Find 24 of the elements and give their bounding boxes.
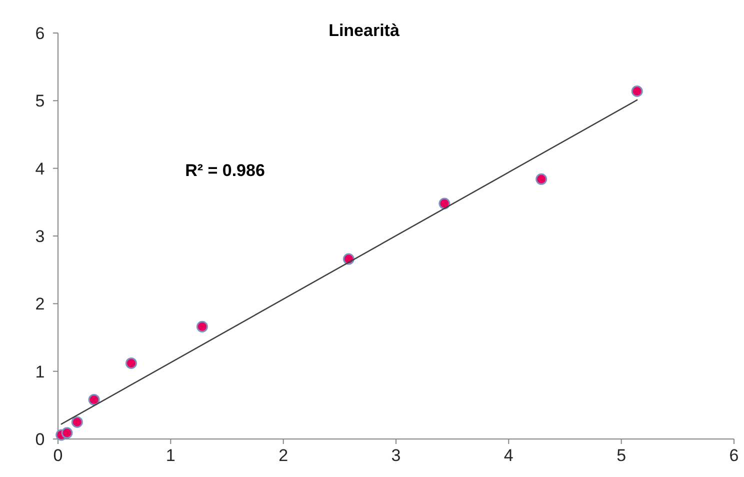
y-tick-label: 1 bbox=[35, 362, 45, 382]
y-tick-label: 3 bbox=[35, 226, 45, 246]
point bbox=[536, 173, 548, 185]
y-tick-label: 6 bbox=[35, 24, 45, 43]
point bbox=[88, 394, 100, 406]
annotation: R² = 0.986 bbox=[185, 160, 265, 180]
chart-title: Linearità bbox=[328, 21, 400, 40]
point bbox=[71, 416, 83, 428]
point bbox=[438, 198, 450, 210]
point bbox=[61, 427, 73, 439]
point bbox=[125, 357, 137, 369]
x-tick-label: 5 bbox=[616, 446, 626, 465]
x-tick-label: 0 bbox=[53, 446, 63, 465]
x-tick-label: 4 bbox=[504, 446, 514, 465]
point bbox=[631, 85, 643, 97]
x-tick-label: 1 bbox=[166, 446, 176, 465]
y-tick-label: 0 bbox=[35, 430, 45, 449]
x-tick-label: 2 bbox=[278, 446, 288, 465]
y-tick-label: 5 bbox=[35, 92, 45, 111]
x-tick-label: 3 bbox=[391, 446, 401, 465]
y-tick-label: 2 bbox=[35, 294, 45, 314]
y-tick-label: 4 bbox=[35, 159, 45, 178]
x-tick-label: 6 bbox=[729, 446, 739, 465]
point bbox=[196, 320, 208, 332]
